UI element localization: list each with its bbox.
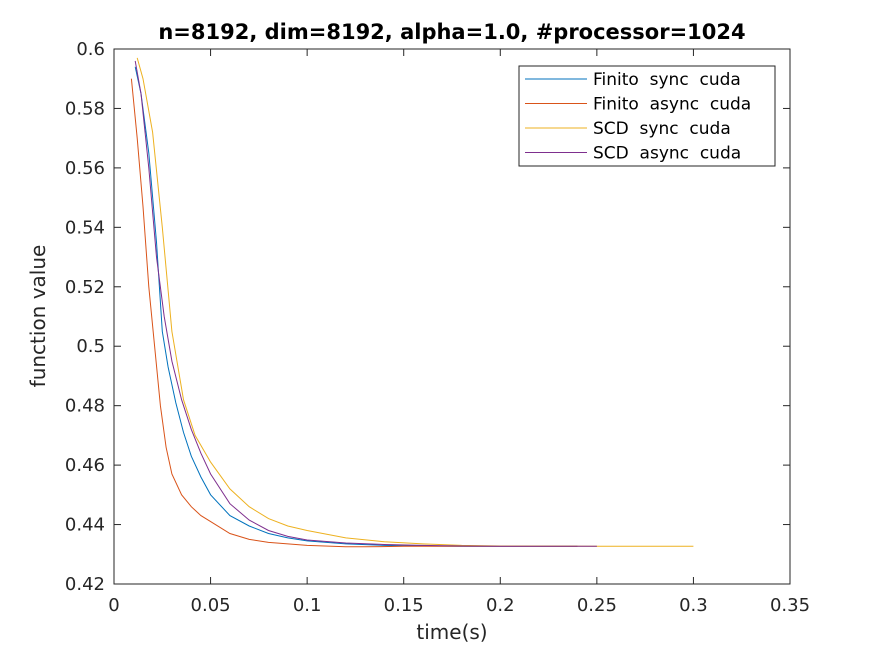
legend-box xyxy=(518,65,776,167)
x-tick-label: 0.3 xyxy=(679,595,708,616)
x-axis-label: time(s) xyxy=(416,620,487,644)
legend-label-3: SCD sync cuda xyxy=(593,119,731,139)
y-tick-label: 0.44 xyxy=(65,515,105,536)
x-tick-label: 0.35 xyxy=(770,595,810,616)
y-tick-label: 0.42 xyxy=(65,574,105,595)
axes-ticks: 0 0.05 0.1 0.15 0.2 0.25 0.3 0.35 0.42 0.44 0.46 0.… xyxy=(65,39,810,616)
y-tick-label: 0.54 xyxy=(65,217,105,238)
y-tick-label: 0.6 xyxy=(76,39,105,60)
x-tick-label: 0.05 xyxy=(191,595,231,616)
series-line-4 xyxy=(134,60,597,547)
x-tick-label: 0.25 xyxy=(577,595,617,616)
legend-label-2: Finito async cuda xyxy=(593,95,751,115)
y-tick-label: 0.46 xyxy=(65,455,105,476)
y-tick-label: 0.56 xyxy=(65,158,105,179)
legend-label-1: Finito sync cuda xyxy=(593,70,741,90)
y-tick-label: 0.58 xyxy=(65,98,105,119)
y-axis-label: function value xyxy=(26,245,50,388)
series-line-3 xyxy=(136,57,694,547)
x-tick-label: 0.2 xyxy=(486,595,515,616)
legend: Finito sync cuda Finito async cuda SCD syn… xyxy=(518,65,776,167)
legend-label-4: SCD async cuda xyxy=(593,144,741,164)
x-tick-label: 0.15 xyxy=(384,595,424,616)
series-line-2 xyxy=(130,78,578,548)
x-tick-label: 0.1 xyxy=(293,595,322,616)
x-tick-label: 0 xyxy=(108,595,119,616)
y-tick-label: 0.5 xyxy=(76,336,105,357)
y-tick-label: 0.52 xyxy=(65,277,105,298)
chart-title: n=8192, dim=8192, alpha=1.0, #processor=… xyxy=(158,20,745,44)
series-layer xyxy=(130,57,694,548)
y-tick-label: 0.48 xyxy=(65,396,105,417)
